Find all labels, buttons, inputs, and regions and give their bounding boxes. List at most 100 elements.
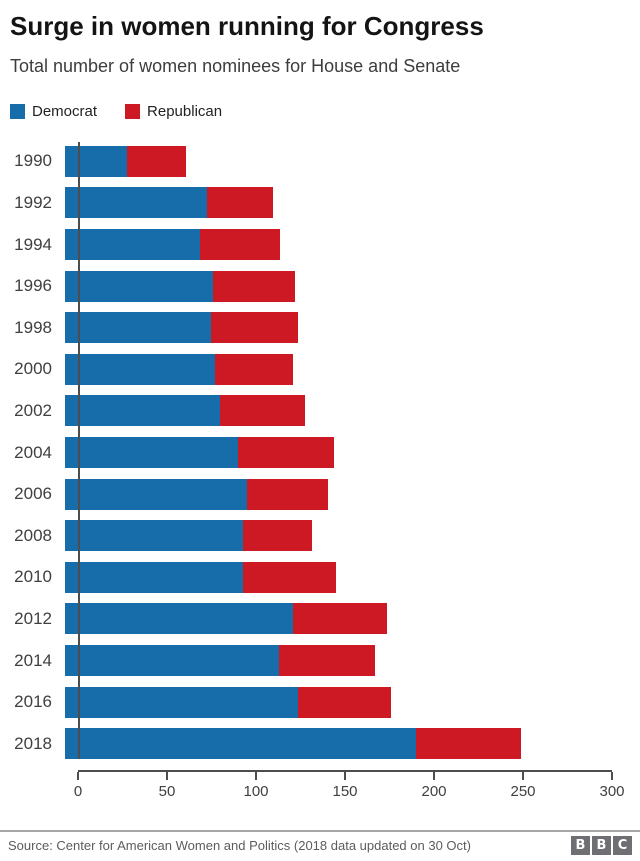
bbc-logo-block: B	[571, 836, 590, 855]
source-credit: Source: Center for American Women and Po…	[8, 838, 471, 853]
chart-row: 2010	[10, 561, 630, 593]
bar-track	[65, 229, 599, 261]
year-label: 2014	[14, 650, 52, 670]
x-axis-tick-label: 0	[73, 782, 83, 800]
chart-row: 2014	[10, 645, 630, 677]
chart-row: 2000	[10, 353, 630, 385]
x-axis-tick	[344, 771, 346, 780]
legend: Democrat Republican	[10, 103, 630, 120]
page-title: Surge in women running for Congress	[10, 11, 484, 41]
democrat-bar-segment	[65, 603, 293, 635]
bbc-logo-block: B	[592, 836, 611, 855]
legend-item-democrat: Democrat	[10, 103, 97, 120]
bar-track	[65, 561, 599, 593]
democrat-bar-segment	[65, 478, 247, 510]
republican-bar-segment	[214, 353, 293, 385]
x-axis-tick	[522, 771, 524, 780]
legend-item-republican: Republican	[125, 103, 222, 120]
chart-row: 2006	[10, 478, 630, 510]
chart-page: Surge in women running for Congress Tota…	[10, 11, 630, 810]
year-label: 2006	[14, 484, 52, 504]
republican-bar-segment	[243, 561, 336, 593]
y-axis-line	[78, 141, 80, 759]
chart-row: 2008	[10, 520, 630, 552]
year-label: 2010	[14, 567, 52, 587]
bar-track	[65, 478, 599, 510]
republican-bar-segment	[210, 312, 299, 344]
democrat-bar-segment	[65, 353, 215, 385]
x-axis-tick-label: 250	[510, 782, 536, 800]
footer: Source: Center for American Women and Po…	[0, 830, 640, 861]
republican-bar-segment	[246, 478, 329, 510]
democrat-bar-segment	[65, 395, 220, 427]
x-axis-tick-label: 100	[243, 782, 269, 800]
bar-track	[65, 686, 599, 718]
bar-track	[65, 145, 599, 177]
bar-track	[65, 520, 599, 552]
x-axis-tick	[432, 771, 435, 780]
year-label: 2016	[14, 692, 52, 712]
democrat-bar-segment	[65, 437, 238, 469]
democrat-bar-segment	[65, 229, 201, 261]
republican-bar-segment	[237, 437, 334, 469]
bbc-logo-block: C	[613, 836, 632, 855]
bar-track	[65, 312, 599, 344]
legend-label-democrat: Democrat	[32, 102, 98, 120]
republican-bar-segment	[298, 686, 391, 718]
democrat-bar-segment	[65, 728, 416, 760]
republican-bar-segment	[127, 145, 187, 177]
x-axis-tick-label: 150	[332, 782, 358, 800]
republican-bar-segment	[200, 229, 281, 261]
x-axis-tick-label: 300	[599, 782, 625, 800]
year-label: 2018	[14, 733, 52, 753]
chart-row: 1996	[10, 270, 630, 302]
democrat-bar-segment	[65, 520, 243, 552]
year-label: 1990	[14, 151, 52, 171]
republican-bar-segment	[219, 395, 306, 427]
chart-row: 2016	[10, 686, 630, 718]
x-axis-tick	[611, 771, 613, 780]
year-label: 2000	[14, 359, 52, 379]
chart-row: 1994	[10, 229, 630, 261]
bar-chart: 1990 1992 1994 1996 1998 2000 2002 2004 2006 2008…	[10, 141, 630, 810]
republican-bar-segment	[278, 645, 375, 677]
chart-row: 1992	[10, 187, 630, 219]
republican-bar-segment	[292, 603, 388, 635]
chart-row: 1998	[10, 312, 630, 344]
page-subtitle: Total number of women nominees for House…	[10, 55, 461, 76]
year-label: 2004	[14, 442, 52, 462]
democrat-bar-segment	[65, 270, 213, 302]
bar-track	[65, 603, 599, 635]
year-label: 1992	[14, 192, 52, 212]
x-axis-tick-label: 50	[158, 782, 176, 800]
bar-track	[65, 728, 599, 760]
bar-track	[65, 187, 599, 219]
democrat-bar-segment	[65, 645, 279, 677]
republican-bar-segment	[212, 270, 295, 302]
chart-row: 1990	[10, 145, 630, 177]
year-label: 2012	[14, 608, 52, 628]
x-axis: 0 50 100 150 200 250 300	[74, 769, 625, 810]
democrat-swatch-icon	[10, 103, 25, 119]
bar-track	[65, 437, 599, 469]
chart-row: 2004	[10, 437, 630, 469]
republican-bar-segment	[415, 728, 521, 760]
x-axis-tick	[77, 771, 79, 780]
year-label: 2002	[14, 400, 52, 420]
year-label: 2008	[14, 525, 52, 545]
x-axis-tick	[165, 771, 168, 780]
x-axis-tick-label: 200	[421, 782, 447, 800]
chart-row: 2002	[10, 395, 630, 427]
chart-row: 2012	[10, 603, 630, 635]
republican-bar-segment	[243, 520, 313, 552]
republican-swatch-icon	[125, 103, 141, 119]
democrat-bar-segment	[65, 187, 208, 219]
year-label: 1996	[14, 276, 52, 296]
x-axis-tick	[254, 771, 257, 780]
democrat-bar-segment	[65, 145, 128, 177]
bar-track	[65, 353, 599, 385]
legend-label-republican: Republican	[147, 102, 223, 120]
chart-row: 2018	[10, 728, 630, 760]
democrat-bar-segment	[65, 686, 299, 718]
